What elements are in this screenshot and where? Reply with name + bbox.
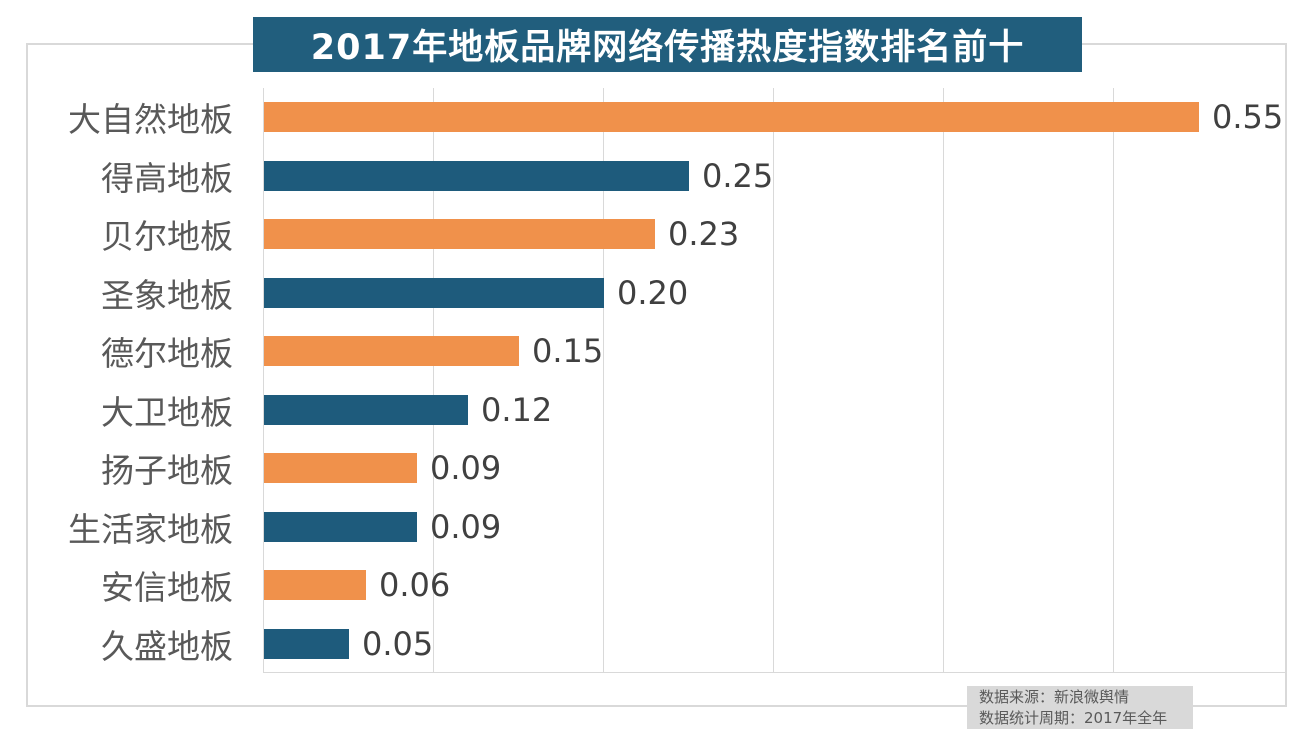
category-label: 贝尔地板: [101, 217, 233, 257]
value-label: 0.25: [702, 156, 774, 195]
gridline-0.1: [433, 88, 434, 673]
category-label: 大自然地板: [68, 100, 233, 140]
bar: [264, 453, 417, 483]
bar: [264, 161, 689, 191]
chart-title-banner: 2017年地板品牌网络传播热度指数排名前十: [253, 17, 1082, 72]
chart-border-box: [26, 43, 1287, 707]
category-label: 大卫地板: [101, 392, 233, 432]
value-label: 0.15: [532, 332, 604, 371]
bar: [264, 278, 604, 308]
gridline-0.5: [1113, 88, 1114, 673]
bar: [264, 102, 1199, 132]
value-label: 0.55: [1212, 98, 1284, 137]
source-box: 数据来源：新浪微舆情 数据统计周期：2017年全年: [967, 686, 1193, 729]
category-label: 扬子地板: [101, 451, 233, 491]
value-label: 0.05: [362, 624, 434, 663]
bar: [264, 512, 417, 542]
source-line-2: 数据统计周期：2017年全年: [979, 709, 1168, 727]
category-label: 得高地板: [101, 158, 233, 198]
bar: [264, 570, 366, 600]
bar: [264, 336, 519, 366]
bar: [264, 629, 349, 659]
category-label: 德尔地板: [101, 334, 233, 374]
bar: [264, 395, 468, 425]
gridline-0.2: [603, 88, 604, 673]
category-label: 安信地板: [101, 568, 233, 608]
source-line-1: 数据来源：新浪微舆情: [979, 688, 1130, 706]
category-label: 圣象地板: [101, 275, 233, 315]
gridline-0.4: [943, 88, 944, 673]
value-label: 0.12: [481, 390, 553, 429]
value-label: 0.20: [617, 273, 689, 312]
category-label: 久盛地板: [101, 626, 233, 666]
x-axis-baseline: [263, 672, 1285, 673]
gridline-0.3: [773, 88, 774, 673]
value-label: 0.09: [430, 449, 502, 488]
bar: [264, 219, 655, 249]
value-label: 0.09: [430, 507, 502, 546]
category-label: 生活家地板: [68, 509, 233, 549]
value-label: 0.23: [668, 215, 740, 254]
chart-title: 2017年地板品牌网络传播热度指数排名前十: [310, 28, 1025, 68]
y-axis-line: [263, 88, 264, 673]
value-label: 0.06: [379, 566, 451, 605]
